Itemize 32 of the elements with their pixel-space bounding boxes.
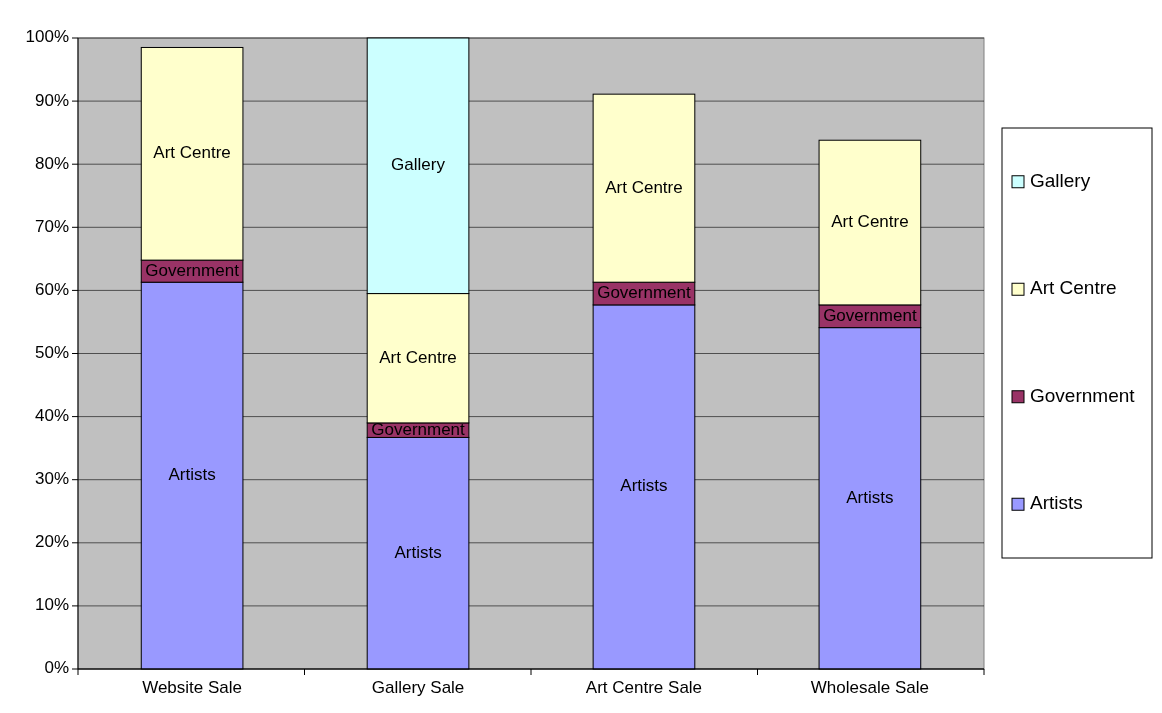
text: Government: [823, 305, 917, 325]
text: Government: [371, 419, 465, 439]
text: Government: [145, 260, 239, 280]
y-tick-label: 80%: [34, 153, 69, 173]
text: Government: [597, 283, 691, 303]
y-tick-label: 50%: [34, 342, 69, 362]
y-tick-label: 40%: [34, 406, 69, 426]
x-tick-label: Website Sale: [142, 678, 243, 697]
text: Artists: [168, 465, 216, 485]
legend-label: Art Centre: [1030, 277, 1117, 299]
legend-label: Artists: [1030, 492, 1083, 514]
y-tick-label: 0%: [44, 658, 69, 678]
legend-label: Government: [1030, 384, 1136, 406]
y-tick-label: 30%: [34, 469, 69, 489]
x-tick-label: Gallery Sale: [371, 678, 465, 697]
y-tick-label: 70%: [34, 216, 69, 236]
text: Art Centre: [153, 143, 231, 163]
x-tick-label: Wholesale Sale: [810, 678, 929, 697]
y-tick-label: 10%: [34, 595, 69, 615]
legend-label: Gallery: [1030, 169, 1091, 191]
text: Artists: [394, 542, 442, 562]
x-tick-label: Art Centre Sale: [585, 678, 703, 697]
text: Art Centre: [605, 177, 683, 197]
text: Gallery: [391, 155, 445, 175]
y-tick-label: 60%: [34, 279, 69, 299]
text: Art Centre: [379, 347, 457, 367]
text: Artists: [620, 476, 668, 496]
text: Art Centre: [831, 212, 909, 232]
y-tick-label: 20%: [34, 532, 69, 552]
text: Artists: [846, 487, 894, 507]
y-tick-label: 90%: [34, 90, 69, 110]
y-tick-label: 100%: [25, 27, 69, 47]
